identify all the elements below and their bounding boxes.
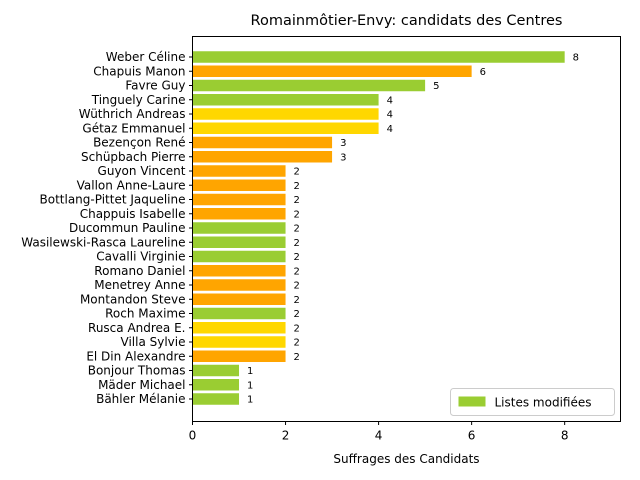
value-label: 2: [294, 309, 300, 320]
y-tick-label: Bezençon René: [93, 136, 185, 150]
y-tick-label: Wüthrich Andreas: [79, 107, 186, 121]
value-label: 2: [294, 295, 300, 306]
y-tick-label: Chappuis Isabelle: [80, 207, 186, 221]
bar: [192, 79, 426, 92]
bar: [192, 350, 286, 362]
y-tick-label: Montandon Steve: [80, 292, 186, 306]
bar: [192, 307, 286, 320]
bar: [192, 250, 286, 263]
value-label: 2: [294, 181, 300, 192]
value-label: 4: [387, 124, 393, 135]
y-tick-label: Guyon Vincent: [98, 164, 186, 178]
y-tick-label: Villa Sylvie: [121, 335, 186, 349]
bar: [192, 379, 240, 391]
legend-label: Listes modifiées: [495, 396, 592, 410]
x-axis-title: Suffrages des Candidats: [333, 452, 479, 466]
bars-group: [192, 51, 565, 405]
bar: [192, 279, 286, 291]
value-label: 2: [294, 238, 300, 249]
value-label: 3: [340, 138, 346, 149]
bar: [192, 122, 379, 134]
bar: [192, 94, 379, 106]
bar: [192, 293, 286, 305]
y-tick-label: Weber Céline: [106, 50, 186, 64]
bar: [192, 208, 286, 220]
value-label: 2: [294, 352, 300, 363]
bar: [192, 179, 286, 191]
y-tick-label: Tinguely Carine: [91, 93, 186, 107]
value-label: 6: [480, 67, 486, 78]
value-label: 1: [247, 380, 253, 391]
x-tick-label: 4: [375, 429, 383, 443]
y-tick-label: Roch Maxime: [105, 307, 185, 321]
y-tick-label: Cavalli Virginie: [96, 250, 185, 264]
bar: [192, 136, 333, 149]
value-label: 2: [294, 338, 300, 349]
y-tick-label: Ducommun Pauline: [69, 221, 186, 235]
legend-box: [450, 388, 615, 416]
y-tick-label: Mäder Michael: [98, 378, 185, 392]
value-label: 2: [294, 167, 300, 178]
x-axis: 0 2 4 6 8: [189, 421, 569, 443]
bar: [192, 236, 286, 248]
value-label: 2: [294, 224, 300, 235]
y-tick-label: El Din Alexandre: [86, 349, 185, 363]
bar: [192, 364, 240, 377]
y-tick-label: Favre Guy: [125, 79, 185, 93]
value-label: 4: [387, 110, 393, 121]
y-tick-label: Schüpbach Pierre: [81, 150, 186, 164]
plot-frame: [192, 36, 621, 422]
value-label: 3: [340, 152, 346, 163]
bar: [192, 336, 286, 348]
y-tick-label: Bonjour Thomas: [88, 364, 186, 378]
x-tick-label: 0: [189, 429, 197, 443]
bar: [192, 322, 286, 334]
bar: [192, 193, 286, 206]
value-label: 2: [294, 323, 300, 334]
bar: [192, 393, 240, 405]
y-tick-label: Wasilewski-Rasca Laureline: [21, 235, 185, 249]
value-label: 1: [247, 395, 253, 406]
bar: [192, 151, 333, 163]
y-tick-label: Rusca Andrea E.: [88, 321, 185, 335]
bar: [192, 265, 286, 277]
legend-swatch: [458, 396, 486, 407]
value-label: 2: [294, 209, 300, 220]
x-tick-label: 8: [561, 429, 569, 443]
value-label: 8: [573, 53, 579, 64]
y-tick-label: Romano Daniel: [94, 264, 185, 278]
value-labels: 8 6 5 4 4 4 3 3 2 2 2 2 2 2 2 2 2 2 2 2 2 2 1 1 1: [247, 53, 579, 406]
y-tick-label: Gétaz Emmanuel: [82, 121, 185, 135]
y-tick-label: Bähler Mélanie: [96, 392, 185, 406]
y-tick-label: Menetrey Anne: [94, 278, 185, 292]
value-label: 1: [247, 366, 253, 377]
y-tick-label: Vallon Anne-Laure: [77, 178, 186, 192]
value-label: 2: [294, 195, 300, 206]
value-label: 4: [387, 95, 393, 106]
bar: [192, 165, 286, 177]
legend: Listes modifiées: [450, 388, 615, 416]
value-label: 2: [294, 266, 300, 277]
value-label: 2: [294, 252, 300, 263]
value-label: 5: [433, 81, 439, 92]
y-tick-label: Bottlang-Pittet Jaqueline: [40, 193, 186, 207]
bar: [192, 108, 379, 120]
bar: [192, 222, 286, 234]
x-tick-label: 6: [468, 429, 476, 443]
bar: [192, 65, 472, 77]
y-tick-label: Chapuis Manon: [93, 64, 185, 78]
bar: [192, 51, 565, 63]
x-tick-label: 2: [282, 429, 290, 443]
chart-title: Romainmôtier-Envy: candidats des Centres: [251, 13, 563, 29]
value-label: 2: [294, 281, 300, 292]
